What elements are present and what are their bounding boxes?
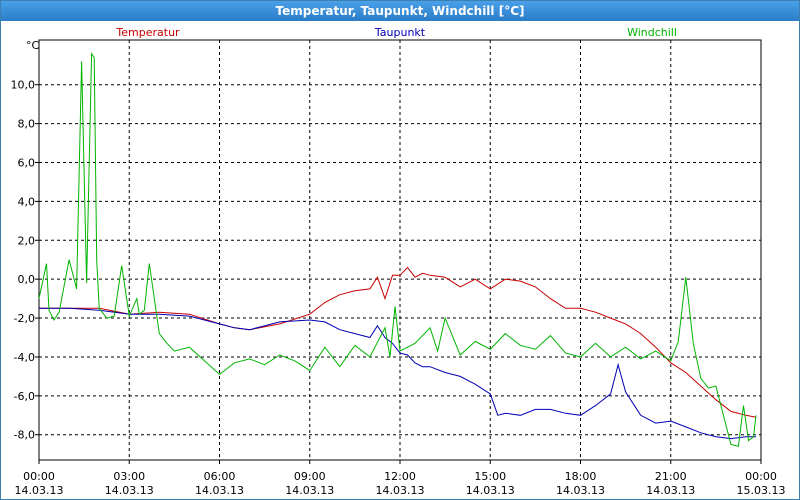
- window-title: Temperatur, Taupunkt, Windchill [°C]: [1, 1, 799, 21]
- x-tick-date: 14.03.13: [105, 484, 154, 497]
- x-tick-date: 15.03.13: [737, 484, 786, 497]
- x-tick-time: 00:00: [23, 470, 55, 483]
- legend-entry-taupunkt: Taupunkt: [374, 26, 426, 39]
- y-tick-label: 2,0: [18, 234, 36, 247]
- y-tick-label: -8,0: [14, 429, 35, 442]
- x-tick-date: 14.03.13: [466, 484, 515, 497]
- y-tick-label: -6,0: [14, 390, 35, 403]
- y-tick-label: 4,0: [18, 195, 36, 208]
- legend: Temperatur Taupunkt Windchill: [115, 26, 677, 39]
- x-tick-date: 14.03.13: [285, 484, 334, 497]
- x-tick-time: 18:00: [565, 470, 597, 483]
- grid-lines: [39, 40, 761, 460]
- x-tick-time: 21:00: [655, 470, 687, 483]
- x-tick-date: 14.03.13: [15, 484, 64, 497]
- y-tick-label: -2,0: [14, 312, 35, 325]
- series-line-windchill: [38, 52, 757, 448]
- x-tick-time: 03:00: [113, 470, 145, 483]
- x-tick-time: 06:00: [204, 470, 236, 483]
- x-tick-time: 12:00: [384, 470, 416, 483]
- x-axis: 00:0014.03.1303:0014.03.1306:0014.03.130…: [15, 460, 786, 497]
- y-unit-label: °C: [26, 39, 40, 52]
- y-tick-label: 6,0: [18, 157, 36, 170]
- x-tick-date: 14.03.13: [646, 484, 695, 497]
- y-tick-label: 0,0: [18, 273, 36, 286]
- x-tick-time: 09:00: [294, 470, 326, 483]
- y-tick-label: -4,0: [14, 351, 35, 364]
- series-layer: [38, 52, 757, 448]
- x-tick-date: 14.03.13: [195, 484, 244, 497]
- series-line-taupunkt: [39, 307, 756, 440]
- y-axis: °C 10,0 8,0 6,0 4,0 2,0 0,0 -2,0 -4,0 -6,0 -8,0: [11, 39, 40, 442]
- x-tick-time: 15:00: [474, 470, 506, 483]
- x-tick-date: 14.03.13: [556, 484, 605, 497]
- y-tick-label: 8,0: [18, 118, 36, 131]
- legend-entry-temperatur: Temperatur: [115, 26, 180, 39]
- x-tick-date: 14.03.13: [376, 484, 425, 497]
- x-tick-time: 00:00: [745, 470, 777, 483]
- legend-entry-windchill: Windchill: [627, 26, 677, 39]
- y-tick-label: 10,0: [11, 79, 36, 92]
